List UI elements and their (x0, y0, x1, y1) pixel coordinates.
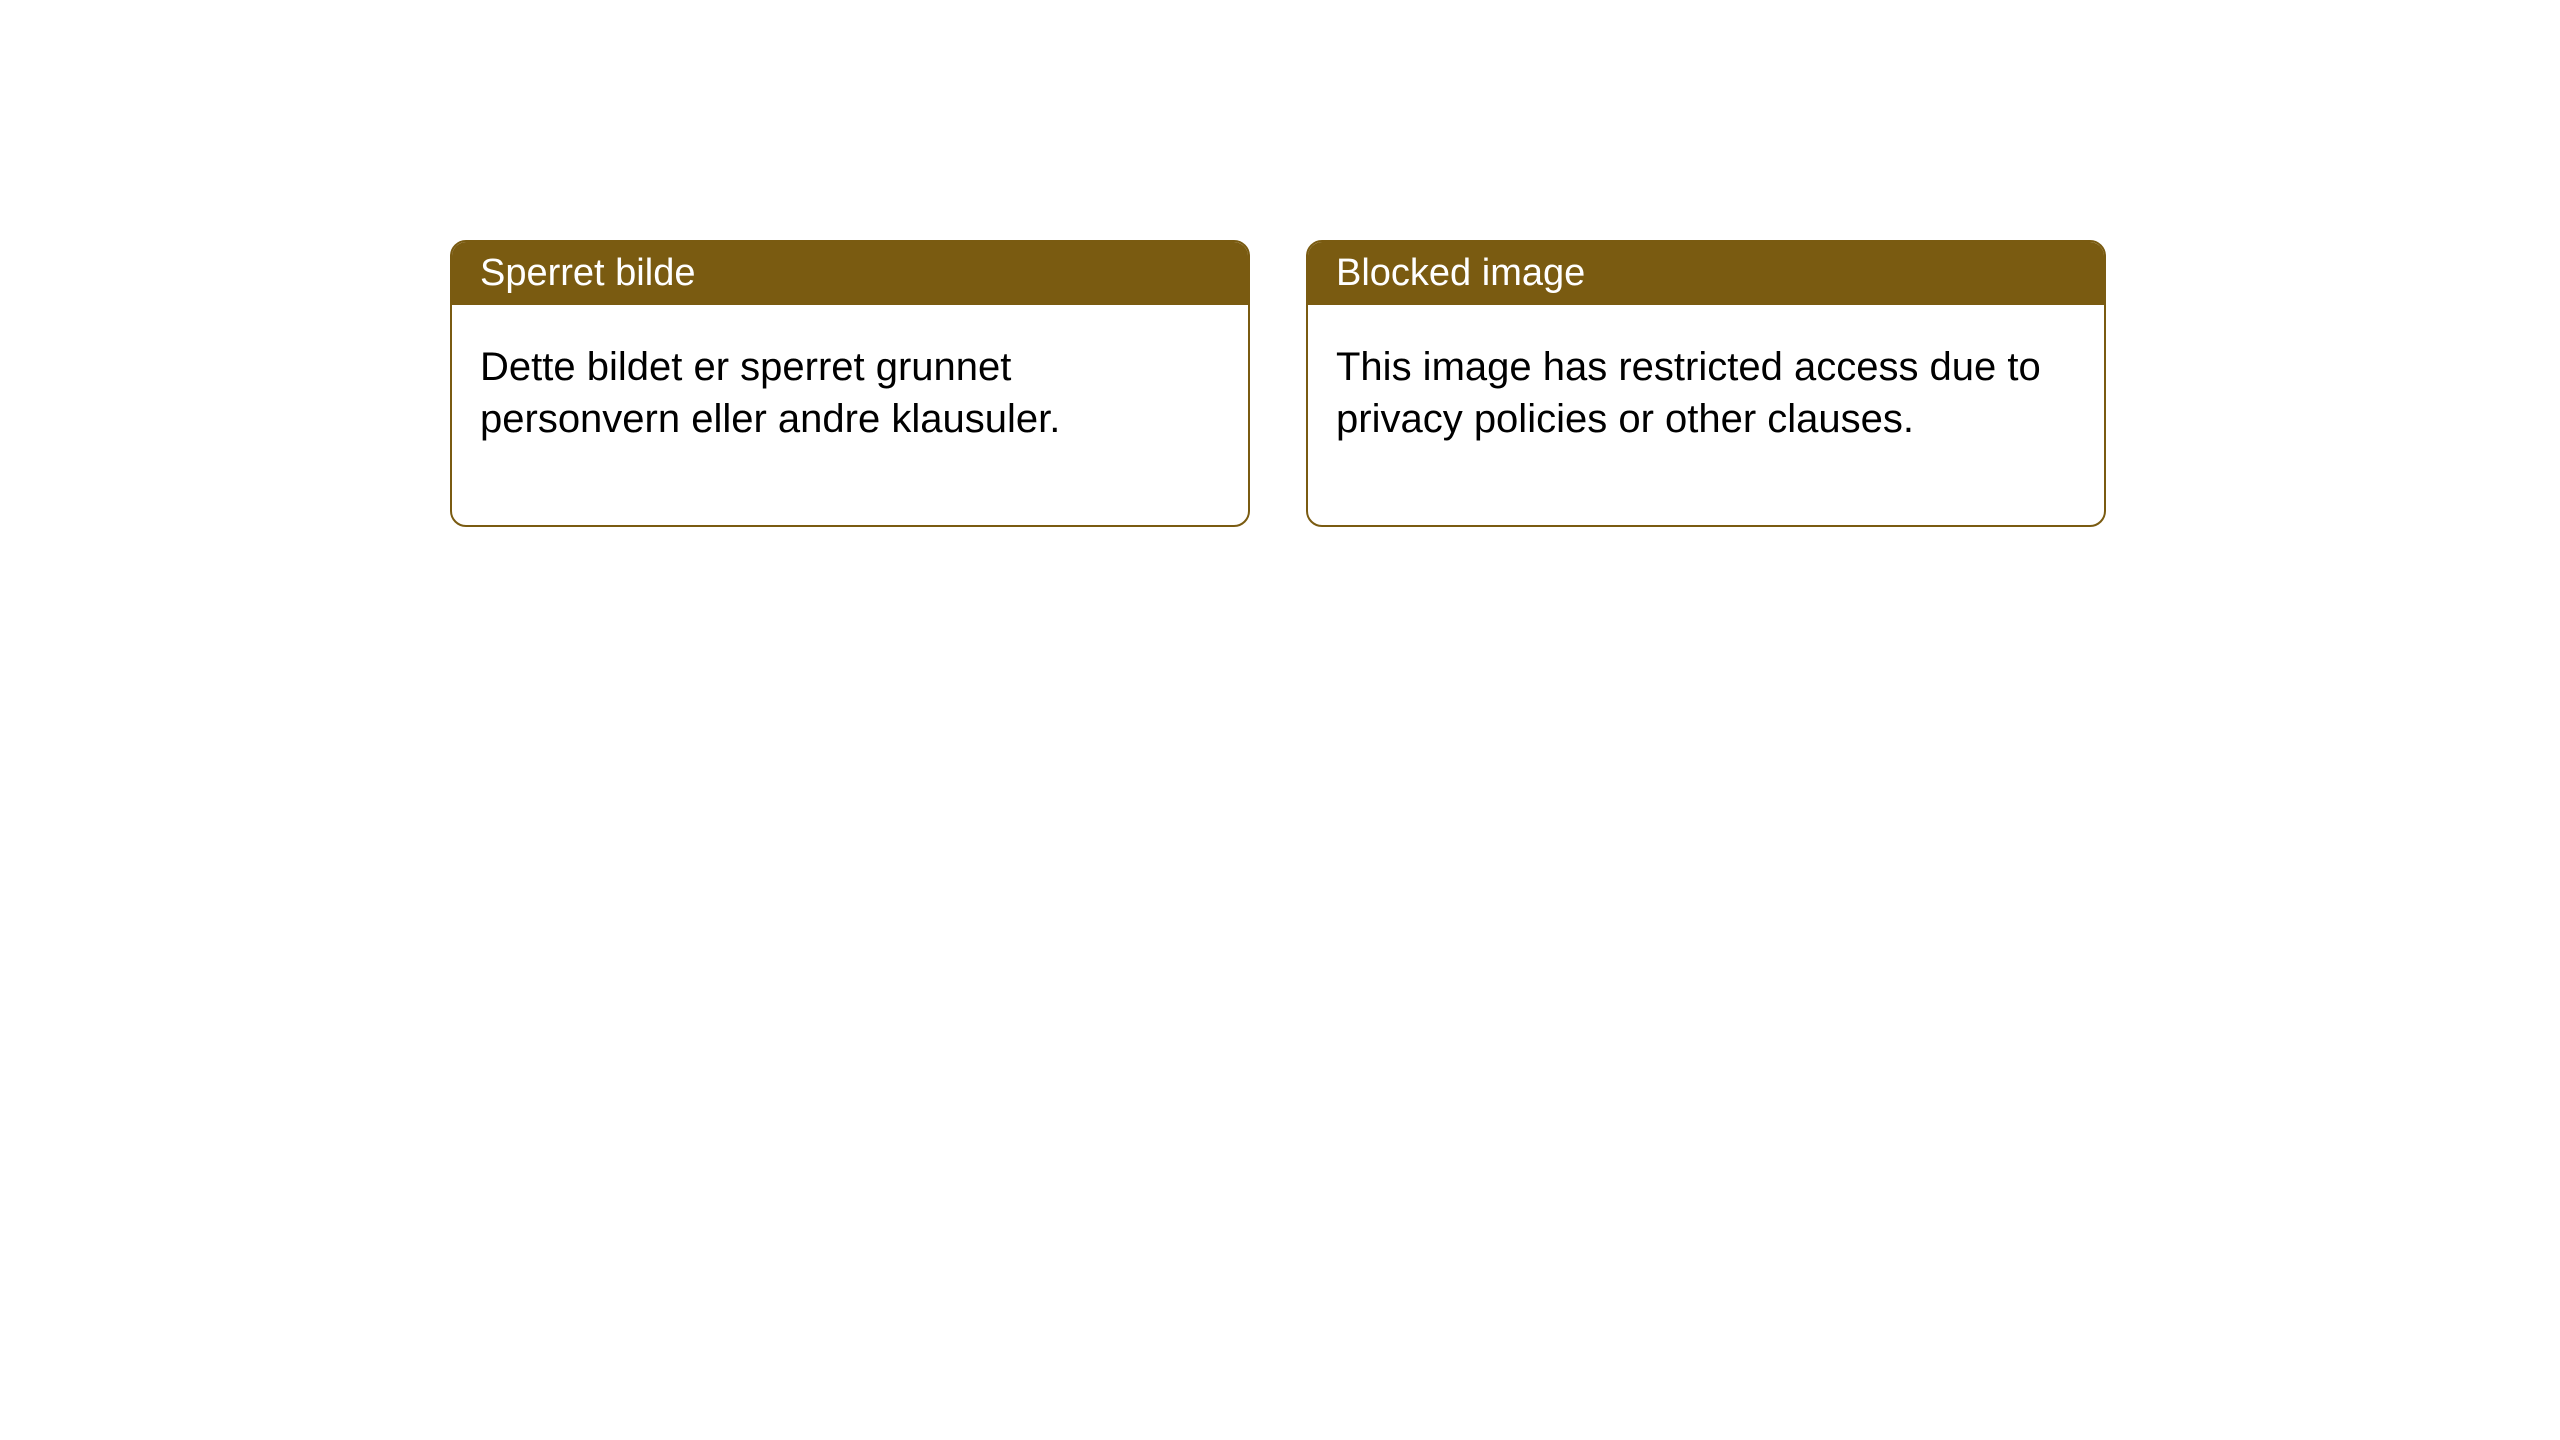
blocked-image-card-english: Blocked image This image has restricted … (1306, 240, 2106, 527)
card-header-norwegian: Sperret bilde (452, 242, 1248, 305)
blocked-image-card-norwegian: Sperret bilde Dette bildet er sperret gr… (450, 240, 1250, 527)
card-body-norwegian: Dette bildet er sperret grunnet personve… (452, 305, 1248, 525)
notice-container: Sperret bilde Dette bildet er sperret gr… (0, 0, 2560, 527)
card-header-english: Blocked image (1308, 242, 2104, 305)
card-body-english: This image has restricted access due to … (1308, 305, 2104, 525)
